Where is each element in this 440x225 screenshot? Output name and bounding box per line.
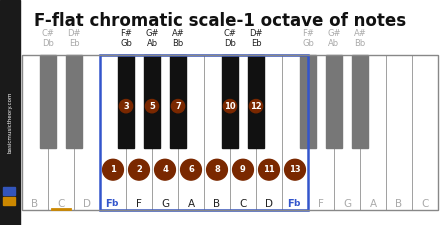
Bar: [282, 55, 308, 210]
Bar: [152, 55, 178, 210]
Text: C: C: [57, 199, 65, 209]
Bar: [100, 55, 308, 210]
Text: 8: 8: [214, 165, 220, 174]
Text: Eb: Eb: [69, 40, 79, 49]
Text: A#: A#: [354, 29, 367, 38]
Bar: [257, 55, 282, 210]
Text: Db: Db: [42, 40, 54, 49]
Text: Ab: Ab: [328, 40, 340, 49]
Bar: [412, 55, 438, 210]
Bar: [74, 55, 99, 210]
Text: G#: G#: [145, 29, 159, 38]
Text: F: F: [318, 199, 324, 209]
Text: Bb: Bb: [354, 40, 366, 49]
Text: Ab: Ab: [147, 40, 158, 49]
Text: A#: A#: [172, 29, 184, 38]
Text: b: b: [111, 200, 118, 209]
Text: 1: 1: [110, 165, 116, 174]
Text: F#: F#: [120, 29, 132, 38]
Bar: [3, 197, 15, 205]
Text: 9: 9: [240, 165, 246, 174]
Circle shape: [171, 99, 185, 113]
Text: D: D: [265, 199, 273, 209]
Bar: [178, 55, 204, 210]
Text: C: C: [239, 199, 247, 209]
Bar: [22, 55, 48, 210]
Text: 11: 11: [263, 165, 275, 174]
Text: D#: D#: [67, 29, 81, 38]
Text: F: F: [105, 199, 111, 209]
Bar: [40, 55, 55, 148]
Bar: [0, 0, 20, 225]
Text: 7: 7: [175, 102, 181, 111]
Bar: [170, 55, 186, 148]
Text: C#: C#: [41, 29, 55, 38]
Text: 12: 12: [250, 102, 262, 111]
Circle shape: [145, 99, 159, 113]
Text: F-flat chromatic scale-1 octave of notes: F-flat chromatic scale-1 octave of notes: [34, 12, 406, 30]
Text: F: F: [136, 199, 142, 209]
Bar: [334, 55, 359, 210]
Bar: [386, 55, 411, 210]
Text: F#: F#: [302, 29, 314, 38]
Circle shape: [180, 159, 202, 180]
Text: 2: 2: [136, 165, 142, 174]
Text: B: B: [396, 199, 403, 209]
Circle shape: [103, 159, 123, 180]
Bar: [126, 55, 152, 210]
Circle shape: [207, 159, 227, 180]
Text: basicmusictheory.com: basicmusictheory.com: [7, 92, 12, 153]
Text: 5: 5: [149, 102, 155, 111]
Bar: [231, 55, 256, 210]
Text: Db: Db: [224, 40, 236, 49]
Circle shape: [233, 159, 253, 180]
Text: Gb: Gb: [120, 40, 132, 49]
Text: 6: 6: [188, 165, 194, 174]
Bar: [223, 55, 238, 148]
Text: C#: C#: [224, 29, 236, 38]
Text: B: B: [213, 199, 220, 209]
Text: D#: D#: [249, 29, 263, 38]
Circle shape: [119, 99, 132, 113]
Bar: [352, 55, 367, 148]
Circle shape: [249, 99, 263, 113]
Text: Eb: Eb: [251, 40, 261, 49]
Bar: [249, 55, 264, 148]
Circle shape: [128, 159, 150, 180]
Text: 4: 4: [162, 165, 168, 174]
Text: A: A: [370, 199, 377, 209]
Bar: [301, 55, 315, 148]
Text: B: B: [31, 199, 39, 209]
Bar: [100, 55, 125, 210]
Bar: [118, 55, 134, 148]
Text: Bb: Bb: [172, 40, 183, 49]
Text: G: G: [161, 199, 169, 209]
Bar: [66, 55, 81, 148]
Text: 3: 3: [123, 102, 129, 111]
Bar: [205, 55, 230, 210]
Text: Gb: Gb: [302, 40, 314, 49]
Bar: [48, 55, 73, 210]
Text: 10: 10: [224, 102, 236, 111]
Bar: [360, 55, 385, 210]
Circle shape: [224, 99, 237, 113]
Text: F: F: [287, 199, 293, 209]
Bar: [100, 55, 308, 210]
Circle shape: [259, 159, 279, 180]
Circle shape: [285, 159, 305, 180]
Text: 13: 13: [289, 165, 301, 174]
Bar: [22, 55, 438, 210]
Text: b: b: [293, 200, 300, 209]
Text: C: C: [422, 199, 429, 209]
Bar: [144, 55, 160, 148]
Bar: [308, 55, 334, 210]
Text: A: A: [187, 199, 194, 209]
Text: G#: G#: [327, 29, 341, 38]
Bar: [3, 187, 15, 195]
Text: G: G: [343, 199, 351, 209]
Text: D: D: [83, 199, 91, 209]
Circle shape: [154, 159, 176, 180]
Bar: [326, 55, 341, 148]
